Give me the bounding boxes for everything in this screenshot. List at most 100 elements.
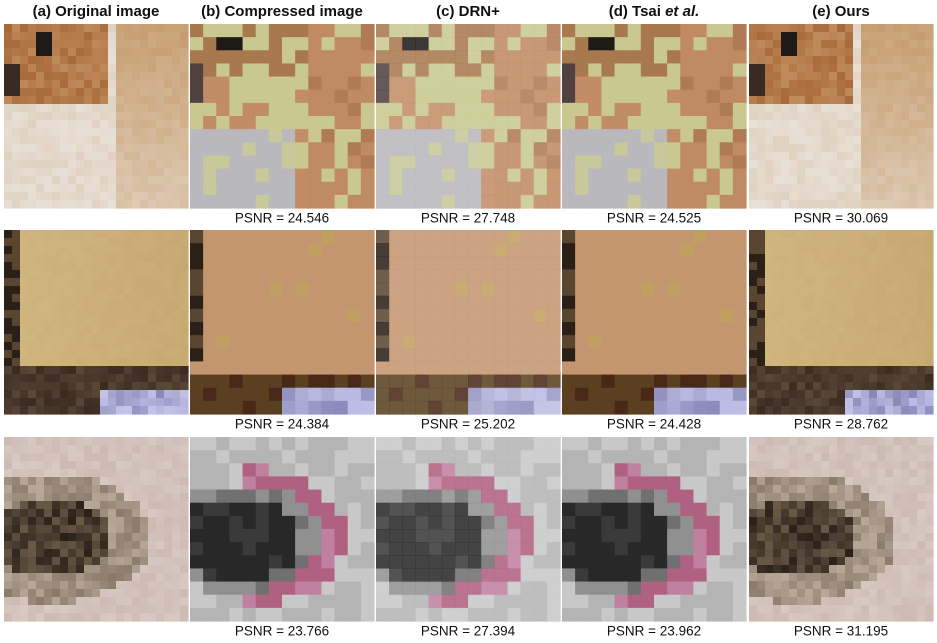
image-pixel [781,262,790,271]
image-pixel [12,184,21,193]
image-pixel [861,310,870,319]
image-pixel [28,374,37,383]
image-pixel [190,529,204,543]
image-pixel [821,493,830,502]
image-pixel [805,437,814,446]
image-pixel [901,262,910,271]
image-pixel [156,541,165,550]
image-pixel [680,182,694,196]
image-pixel [861,374,870,383]
image-pixel [749,112,758,121]
image-pixel [132,326,141,335]
image-pixel [92,192,101,201]
image-pixel [765,605,774,614]
image-pixel [52,541,61,550]
image-pixel [84,72,93,81]
image-pixel [821,437,830,446]
image-pixel [797,589,806,598]
image-pixel [909,136,918,145]
image-pixel [132,104,141,113]
image-pixel [164,485,173,494]
image-pixel [789,96,798,105]
image-pixel [813,390,822,399]
image-pixel [216,129,230,143]
image-pixel [628,182,642,196]
image-pixel [861,238,870,247]
image-pixel [52,184,61,193]
image-pixel [821,358,830,367]
image-pixel [76,477,85,486]
image-pixel [180,613,189,622]
image-pixel [885,437,894,446]
image-pixel [821,366,830,375]
image-pixel [361,401,375,415]
image-pixel [335,595,349,609]
image-pixel [68,176,77,185]
image-pixel [140,184,149,193]
image-pixel [901,350,910,359]
image-pixel [805,286,814,295]
image-pixel [909,533,918,542]
image-pixel [813,509,822,518]
image-pixel [321,335,335,349]
image-pixel [156,557,165,566]
image-pixel [733,116,747,130]
image-pixel [36,350,45,359]
image-pixel [885,64,894,73]
image-pixel [116,549,125,558]
image-pixel [821,541,830,550]
image-pixel [885,230,894,239]
image-pixel [108,477,117,486]
image-pixel [821,453,830,462]
image-pixel [781,437,790,446]
image-pixel [588,463,602,477]
image-pixel [925,557,934,566]
image-pixel [44,406,53,415]
image-pixel [789,398,798,407]
image-pixel [562,529,576,543]
image-pixel [837,200,846,209]
image-pixel [829,517,838,526]
image-pixel [877,230,886,239]
image-pixel [203,529,217,543]
image-pixel [821,589,830,598]
image-pixel [282,568,296,582]
image-pixel [720,437,734,451]
image-pixel [172,398,181,407]
image-pixel [216,542,230,556]
image-pixel [654,568,668,582]
image-pixel [4,72,13,81]
image-pixel [667,476,681,490]
image-pixel [84,230,93,239]
image-pixel [893,469,902,478]
image-pixel [148,445,157,454]
image-pixel [60,589,69,598]
image-pixel [925,589,934,598]
image-pixel [60,200,69,209]
image-pixel [575,348,589,362]
image-pixel [140,254,149,263]
image-pixel [36,390,45,399]
image-pixel [588,516,602,530]
image-pixel [837,192,846,201]
image-pixel [124,64,133,73]
image-pixel [216,77,230,91]
image-pixel [805,294,814,303]
image-pixel [861,541,870,550]
image-pixel [877,104,886,113]
image-pixel [52,557,61,566]
image-pixel [44,573,53,582]
image-pixel [60,382,69,391]
image-pixel [12,469,21,478]
image-pixel [243,450,257,464]
image-pixel [164,136,173,145]
image-pixel [148,326,157,335]
image-pixel [680,309,694,323]
image-pixel [845,382,854,391]
image-pixel [4,278,13,287]
image-pixel [36,168,45,177]
image-pixel [172,366,181,375]
image-pixel [92,294,101,303]
image-pixel [853,168,862,177]
image-pixel [229,555,243,569]
